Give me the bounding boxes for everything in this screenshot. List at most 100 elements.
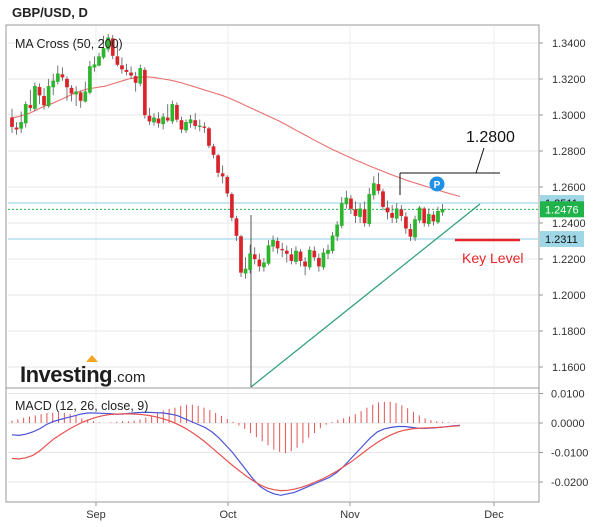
candle-body	[19, 122, 24, 129]
svg-text:Investing: Investing	[20, 362, 112, 387]
candle	[275, 237, 280, 254]
candle	[234, 215, 239, 241]
price-gridlines	[8, 26, 538, 501]
candle	[184, 119, 188, 133]
candle	[298, 249, 303, 267]
candle-body	[275, 240, 280, 249]
candle-body	[284, 250, 289, 254]
marker-label: P	[434, 180, 441, 191]
candle-body	[179, 120, 184, 130]
candle-body	[371, 183, 376, 196]
candle	[179, 116, 184, 133]
candle-body	[262, 262, 266, 268]
candle-body	[303, 261, 307, 267]
x-tick-label: Nov	[340, 509, 360, 521]
candle	[385, 200, 390, 220]
candle-body	[335, 224, 340, 237]
candle-body	[248, 253, 253, 270]
moving-average-layer	[11, 76, 461, 198]
price-panel-frame	[5, 24, 540, 389]
candle-body	[92, 64, 97, 68]
candle	[51, 73, 56, 96]
price-tick-label: 1.1800	[552, 326, 586, 338]
candle	[23, 101, 28, 128]
candle-body	[10, 117, 14, 127]
candle-body	[422, 208, 427, 224]
candle-body	[106, 37, 111, 50]
candle	[115, 44, 120, 67]
macd-gridlines	[8, 393, 538, 483]
candle-body	[147, 115, 152, 122]
candle	[394, 203, 399, 223]
candle-body	[394, 208, 399, 219]
candle-body	[78, 92, 83, 101]
candle	[266, 240, 271, 266]
candle	[65, 76, 69, 101]
candle-body	[440, 209, 445, 213]
candle	[37, 83, 42, 105]
candle-body	[257, 259, 262, 267]
price-badge-label: 1.2476	[545, 204, 579, 216]
candle	[133, 71, 138, 92]
candle	[14, 122, 19, 135]
candle-body	[216, 155, 220, 173]
candle-body	[243, 268, 248, 274]
candle-body	[229, 194, 234, 218]
candle	[417, 205, 422, 223]
price-tick-label: 1.2600	[552, 182, 586, 194]
candle-body	[83, 91, 88, 102]
candle-body	[220, 173, 225, 177]
candle	[284, 245, 289, 263]
candle-body	[51, 80, 56, 88]
candle-body	[60, 74, 65, 78]
candle	[317, 253, 321, 272]
candle	[312, 246, 317, 261]
candle-body	[124, 69, 129, 72]
candle	[88, 61, 92, 95]
candle-body	[408, 229, 413, 237]
candle-body	[207, 128, 211, 146]
candle-body	[129, 72, 133, 76]
candle	[408, 223, 413, 241]
candle-body	[74, 91, 78, 95]
price-tick-label: 1.3200	[552, 74, 586, 86]
candle	[42, 88, 46, 110]
candle	[78, 90, 83, 108]
price-y-ticks: 1.3400 1.3200 1.3000 1.2800 1.2600 1.2400 1.22…	[539, 38, 586, 374]
macd-tick-label: -0.0100	[551, 448, 588, 460]
candle-body	[142, 69, 147, 116]
macd-layer	[11, 401, 461, 496]
signal-line	[11, 413, 461, 492]
candle	[390, 205, 394, 223]
candle	[381, 188, 385, 211]
x-tick-label: Oct	[219, 509, 236, 521]
candle	[335, 221, 340, 241]
candle-body	[294, 250, 298, 262]
candle	[426, 208, 431, 227]
candle-body	[426, 213, 431, 225]
macd-line	[11, 411, 461, 496]
candle	[110, 34, 115, 60]
candle	[161, 113, 165, 130]
x-ticks: Sep Oct Nov Dec	[86, 502, 504, 521]
candle	[376, 172, 381, 195]
price-badge-bg	[540, 231, 584, 248]
candle	[436, 206, 440, 224]
candle-body	[69, 87, 74, 94]
candle-body	[120, 65, 124, 70]
candle-body	[280, 248, 285, 251]
candle-body	[266, 245, 271, 264]
candle	[165, 104, 170, 123]
candle	[101, 35, 106, 60]
candle-body	[193, 120, 198, 126]
candle-body	[417, 207, 422, 221]
candle	[339, 196, 344, 229]
candle-body	[65, 78, 69, 88]
candle-body	[326, 249, 330, 254]
candle-body	[289, 254, 294, 261]
candle	[106, 34, 111, 52]
candle	[46, 79, 51, 108]
candle-body	[413, 219, 417, 238]
